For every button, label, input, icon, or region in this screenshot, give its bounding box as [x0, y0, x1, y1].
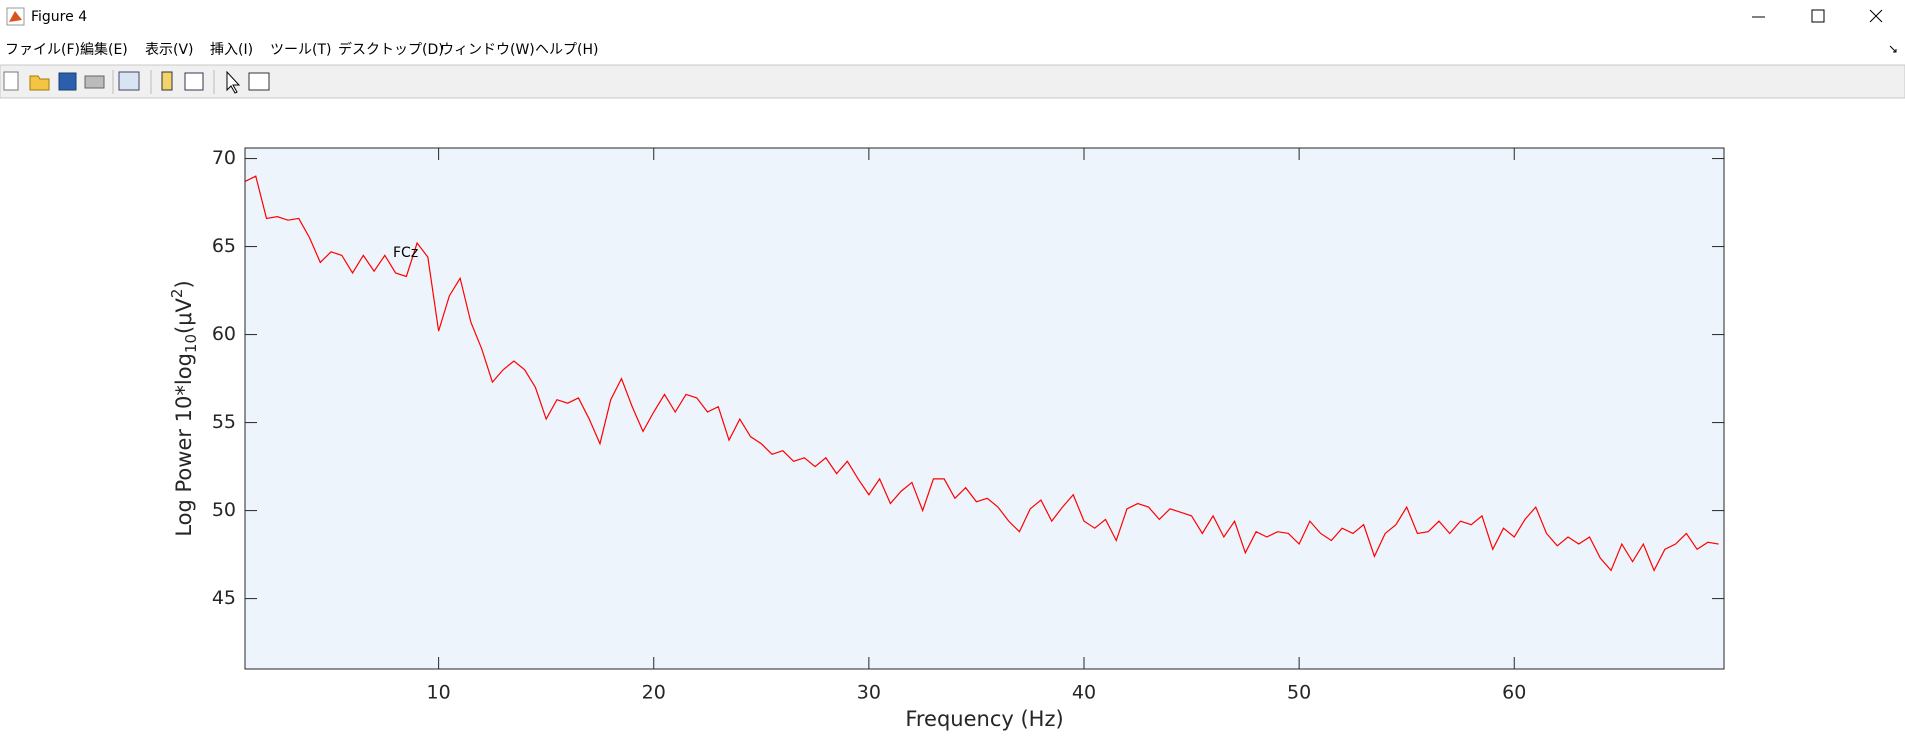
app-icon — [6, 7, 25, 26]
menu-item[interactable]: ウィンドウ(W) — [440, 42, 535, 58]
x-tick-label: 60 — [1502, 682, 1526, 704]
plot-area — [245, 148, 1724, 669]
dock-arrow[interactable] — [1889, 45, 1897, 53]
x-tick-label: 20 — [642, 682, 666, 704]
colorbar-icon[interactable] — [161, 71, 173, 91]
menu-item[interactable]: 編集(E) — [80, 41, 128, 58]
window-title: Figure 4 — [31, 9, 87, 25]
menu-item[interactable]: ツール(T) — [270, 42, 331, 58]
toolbar — [0, 64, 1905, 99]
legend-icon[interactable] — [184, 72, 204, 91]
menu-item[interactable]: 表示(V) — [145, 42, 194, 58]
menu-bar: ファイル(F) 編集(E) 表示(V) 挿入(I) ツール(T) デスクトップ(D)ウィン… — [5, 41, 598, 58]
y-tick-label: 60 — [212, 323, 236, 345]
edit-arrow-icon[interactable] — [226, 70, 241, 94]
y-axis-label-part: ) — [172, 280, 196, 288]
data-line — [244, 175, 1719, 572]
title-bar — [0, 0, 1905, 33]
x-tick-label: 50 — [1287, 682, 1311, 704]
y-axis-label-part: Log Power 10*log — [172, 353, 196, 537]
y-tick-label: 55 — [212, 411, 236, 433]
x-tick-label: 30 — [857, 682, 881, 704]
menu-item[interactable]: ファイル(F) — [5, 42, 80, 58]
menu-item[interactable]: 挿入(I) — [210, 42, 253, 58]
new-icon[interactable] — [3, 71, 19, 91]
property-inspector-icon[interactable] — [248, 72, 270, 91]
close-button[interactable] — [1869, 9, 1883, 23]
y-tick-label: 65 — [212, 235, 236, 257]
x-axis-label: Frequency (Hz) — [905, 707, 1063, 731]
x-tick-label: 10 — [427, 682, 451, 704]
open-icon[interactable] — [29, 75, 50, 91]
menu-item[interactable]: ヘルプ(H) — [535, 42, 598, 58]
y-tick-label: 50 — [212, 499, 236, 521]
y-tick-label: 70 — [212, 147, 236, 169]
plot-border — [244, 147, 1725, 670]
y-axis-label-part: (μV — [172, 297, 196, 334]
print-icon[interactable] — [84, 75, 105, 89]
x-tick-label: 40 — [1072, 682, 1096, 704]
annotation: FCz — [393, 245, 418, 261]
maximize-button[interactable] — [1811, 9, 1825, 23]
print-preview-icon[interactable] — [118, 71, 140, 91]
plot: 45 50 55 60 65 70 10 20 30 40 50 60 FCz Frequency (Hz… — [168, 147, 1725, 731]
y-tick-label: 45 — [212, 587, 236, 609]
y-axis-label-part: 2 — [168, 289, 186, 299]
y-axis-label-part: 10 — [182, 334, 200, 353]
menu-item[interactable]: デスクトップ(D) — [338, 41, 444, 58]
y-axis-label: Log Power 10*log10(μV2) — [168, 280, 200, 536]
toolbar-icons — [3, 70, 270, 94]
save-icon[interactable] — [58, 72, 77, 91]
